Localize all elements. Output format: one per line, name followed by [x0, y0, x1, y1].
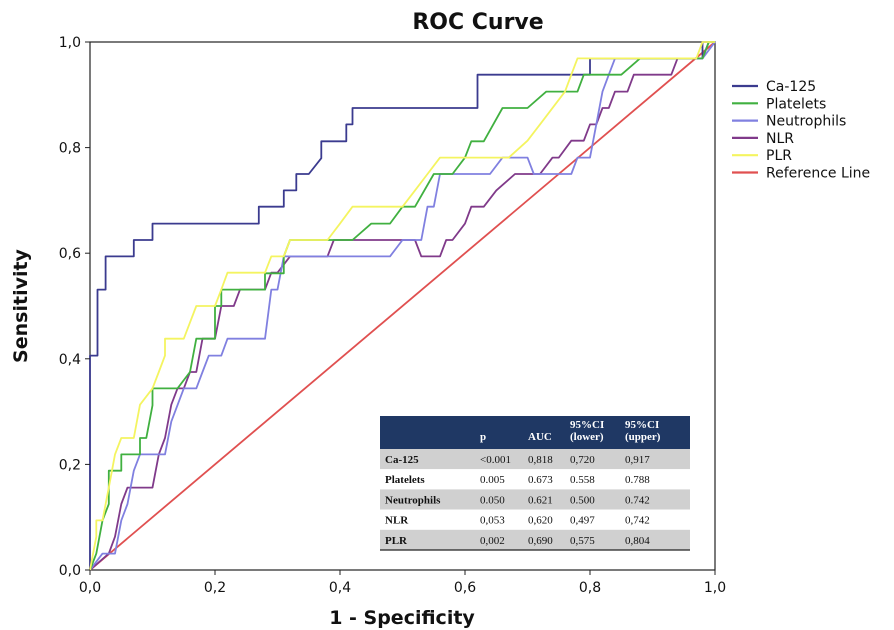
table-cell: 0,053 [480, 515, 505, 527]
x-tick-label: 0,0 [79, 580, 101, 596]
table-row-label: Platelets [385, 474, 425, 486]
table-column-header: 95%CI [625, 419, 659, 431]
y-tick-label: 0,0 [59, 563, 81, 579]
y-tick-label: 1,0 [59, 35, 81, 51]
table-row [380, 529, 690, 550]
table-cell: 0.788 [625, 474, 650, 486]
table-column-header: p [480, 431, 486, 443]
table-cell: 0.558 [570, 474, 595, 486]
table-cell: 0,720 [570, 454, 595, 466]
chart-title: ROC Curve [412, 10, 543, 35]
table-row [380, 449, 690, 470]
table-cell: 0,497 [570, 515, 595, 527]
series-line-nlr [89, 41, 715, 571]
series-line-reference-line [89, 41, 716, 571]
legend-label-nlr: NLR [766, 131, 794, 147]
table-header [380, 416, 690, 449]
x-tick-label: 0,8 [579, 580, 601, 596]
table-column-header: 95%CI [570, 419, 604, 431]
series-line-platelets [89, 41, 715, 571]
table-row-label: NLR [385, 515, 409, 527]
series-layer [89, 41, 716, 571]
table-row [380, 489, 690, 510]
table-column-header: (lower) [570, 431, 604, 443]
legend-label-ca-125: Ca-125 [766, 79, 816, 95]
x-tick-label: 1,0 [704, 580, 726, 596]
ticks-layer: 0,00,0 0,2 0,2 0,4 0,4 0,6 0,6 0,8 0,8 1,0 1,0 [59, 35, 726, 596]
table-cell: 0,002 [480, 535, 505, 547]
legend-label-neutrophils: Neutrophils [766, 114, 846, 130]
legend-label-platelets: Platelets [766, 96, 826, 112]
table-row [380, 469, 690, 490]
table-cell: 0,575 [570, 535, 595, 547]
table-cell: 0,690 [528, 535, 553, 547]
table-column-header: AUC [528, 431, 552, 443]
table-cell: 0.050 [480, 494, 505, 506]
legend-label-plr: PLR [766, 148, 792, 164]
y-axis-label: Sensitivity [10, 248, 32, 362]
series-line-plr [89, 41, 715, 571]
table-cell: 0.005 [480, 474, 505, 486]
table-row-label: Neutrophils [385, 494, 441, 506]
table-cell: 0.500 [570, 494, 595, 506]
y-tick-label: 0,6 [59, 246, 81, 262]
table-cell: 0.742 [625, 494, 650, 506]
table-cell: 0.673 [528, 474, 553, 486]
y-tick-label: 0,4 [59, 352, 81, 368]
table-cell: <0.001 [480, 454, 511, 466]
x-tick-label: 0,2 [204, 580, 226, 596]
table-cell: 0,818 [528, 454, 553, 466]
x-tick-label: 0,6 [454, 580, 476, 596]
x-axis-label: 1 - Specificity [329, 607, 475, 629]
table-column-header: (upper) [625, 431, 661, 443]
table-row-label: Ca-125 [385, 454, 419, 466]
table-row-label: PLR [385, 535, 408, 547]
table-cell: 0,917 [625, 454, 650, 466]
table-cell: 0,804 [625, 535, 650, 547]
table-row [380, 509, 690, 530]
table-cell: 0,742 [625, 515, 650, 527]
legend-label-reference-line: Reference Line [766, 166, 870, 182]
y-tick-label: 0,2 [59, 457, 81, 473]
y-tick-label: 0,8 [59, 141, 81, 157]
table-cell: 0.621 [528, 494, 553, 506]
table-cell: 0,620 [528, 515, 553, 527]
x-tick-label: 0,4 [329, 580, 351, 596]
series-line-ca-125 [89, 41, 715, 570]
